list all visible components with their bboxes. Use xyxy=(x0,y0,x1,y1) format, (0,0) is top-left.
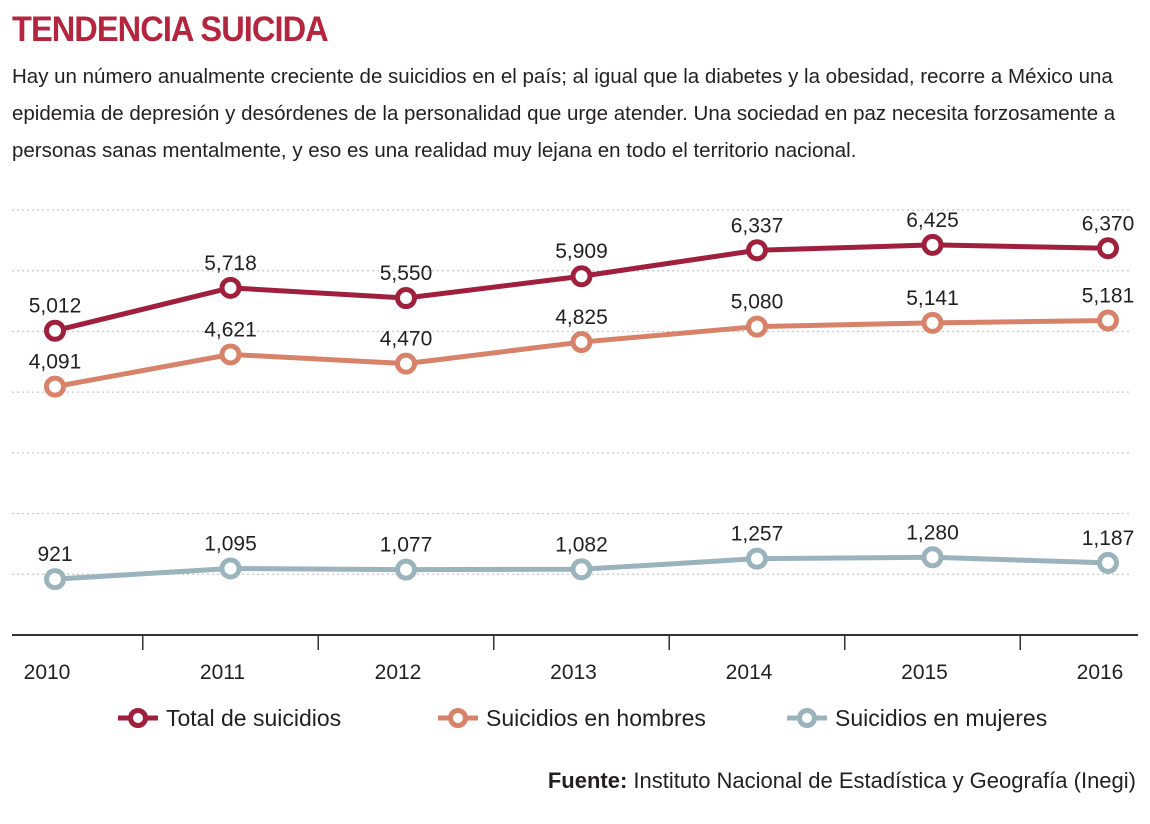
legend-item-hombres: Suicidios en hombres xyxy=(438,705,706,731)
legend-swatch-marker xyxy=(448,708,468,728)
data-point-total-2014 xyxy=(746,239,768,262)
x-tick-label-2011: 2011 xyxy=(200,661,245,684)
x-tick-label-2013: 2013 xyxy=(550,661,597,684)
data-point-hombres-2013 xyxy=(570,331,593,354)
data-point-total-2012 xyxy=(395,287,417,310)
x-tick-label-2012: 2012 xyxy=(375,661,422,684)
data-point-total-2013 xyxy=(570,265,593,288)
data-label-hombres-2012: 4,470 xyxy=(380,328,433,351)
legend-swatch-marker xyxy=(128,708,148,728)
data-label-total-2016: 6,370 xyxy=(1082,212,1135,235)
data-point-mujeres-2012 xyxy=(395,558,417,581)
data-label-mujeres-2016: 1,187 xyxy=(1082,527,1135,550)
data-label-mujeres-2011: 1,095 xyxy=(204,533,257,556)
data-label-hombres-2011: 4,621 xyxy=(204,318,257,341)
data-label-total-2013: 5,909 xyxy=(555,240,608,263)
data-point-hombres-2010 xyxy=(44,375,66,398)
data-point-mujeres-2014 xyxy=(746,547,768,570)
data-point-mujeres-2016 xyxy=(1097,551,1119,574)
source-note: Fuente: Instituto Nacional de Estadístic… xyxy=(548,768,1136,794)
data-label-hombres-2015: 5,141 xyxy=(906,287,959,310)
data-point-mujeres-2010 xyxy=(44,568,66,591)
chart-subtitle: Hay un número anualmente creciente de su… xyxy=(12,65,1116,162)
legend-label-total: Total de suicidios xyxy=(166,705,341,731)
data-labels: 5,012 5,718 5,550 5,909 6,337 6,425 6,370 4,091… xyxy=(29,209,1135,566)
data-label-total-2015: 6,425 xyxy=(906,209,959,232)
data-point-mujeres-2013 xyxy=(570,558,593,581)
data-label-hombres-2016: 5,181 xyxy=(1082,284,1135,307)
chart-title: TENDENCIA SUICIDA xyxy=(12,10,329,49)
data-label-total-2012: 5,550 xyxy=(380,262,433,285)
legend-item-mujeres: Suicidios en mujeres xyxy=(787,705,1047,731)
data-point-hombres-2014 xyxy=(746,315,768,338)
legend-item-total: Total de suicidios xyxy=(118,705,341,731)
data-label-hombres-2010: 4,091 xyxy=(29,351,82,374)
data-label-total-2014: 6,337 xyxy=(731,214,784,237)
data-label-mujeres-2013: 1,082 xyxy=(555,533,608,556)
data-point-mujeres-2011 xyxy=(219,557,242,580)
data-label-mujeres-2014: 1,257 xyxy=(731,523,784,546)
x-tick-label-2015: 2015 xyxy=(901,661,948,684)
data-point-hombres-2015 xyxy=(921,311,944,334)
data-label-hombres-2013: 4,825 xyxy=(555,306,608,329)
data-label-hombres-2014: 5,080 xyxy=(731,291,784,314)
data-point-hombres-2016 xyxy=(1097,309,1119,332)
legend-swatch-marker xyxy=(797,708,817,728)
source-label: Fuente: xyxy=(547,768,628,793)
x-tick-label-2016: 2016 xyxy=(1077,661,1124,684)
x-tick-label-2014: 2014 xyxy=(726,661,773,684)
data-label-mujeres-2015: 1,280 xyxy=(906,521,959,544)
x-axis: 2010 2011 2012 2013 2014 2015 2016 xyxy=(12,634,1138,684)
legend-label-mujeres: Suicidios en mujeres xyxy=(835,705,1047,731)
source-text: Instituto Nacional de Estadística y Geog… xyxy=(627,768,1136,793)
data-point-total-2011 xyxy=(219,276,242,299)
data-label-total-2010: 5,012 xyxy=(29,295,82,318)
data-label-mujeres-2010: 921 xyxy=(37,543,72,566)
data-label-total-2011: 5,718 xyxy=(204,252,257,275)
series-group xyxy=(44,233,1119,591)
legend: Total de suicidios Suicidios en hombres Su… xyxy=(118,705,1047,731)
data-point-mujeres-2015 xyxy=(921,546,944,569)
data-point-hombres-2011 xyxy=(219,343,242,366)
data-point-total-2016 xyxy=(1097,237,1119,260)
legend-label-hombres: Suicidios en hombres xyxy=(486,705,706,731)
x-tick-label-2010: 2010 xyxy=(24,661,71,684)
data-point-total-2015 xyxy=(921,233,944,256)
data-label-mujeres-2012: 1,077 xyxy=(380,534,433,557)
data-point-hombres-2012 xyxy=(395,352,417,375)
grid-lines xyxy=(12,209,1130,575)
data-point-total-2010 xyxy=(44,319,66,342)
